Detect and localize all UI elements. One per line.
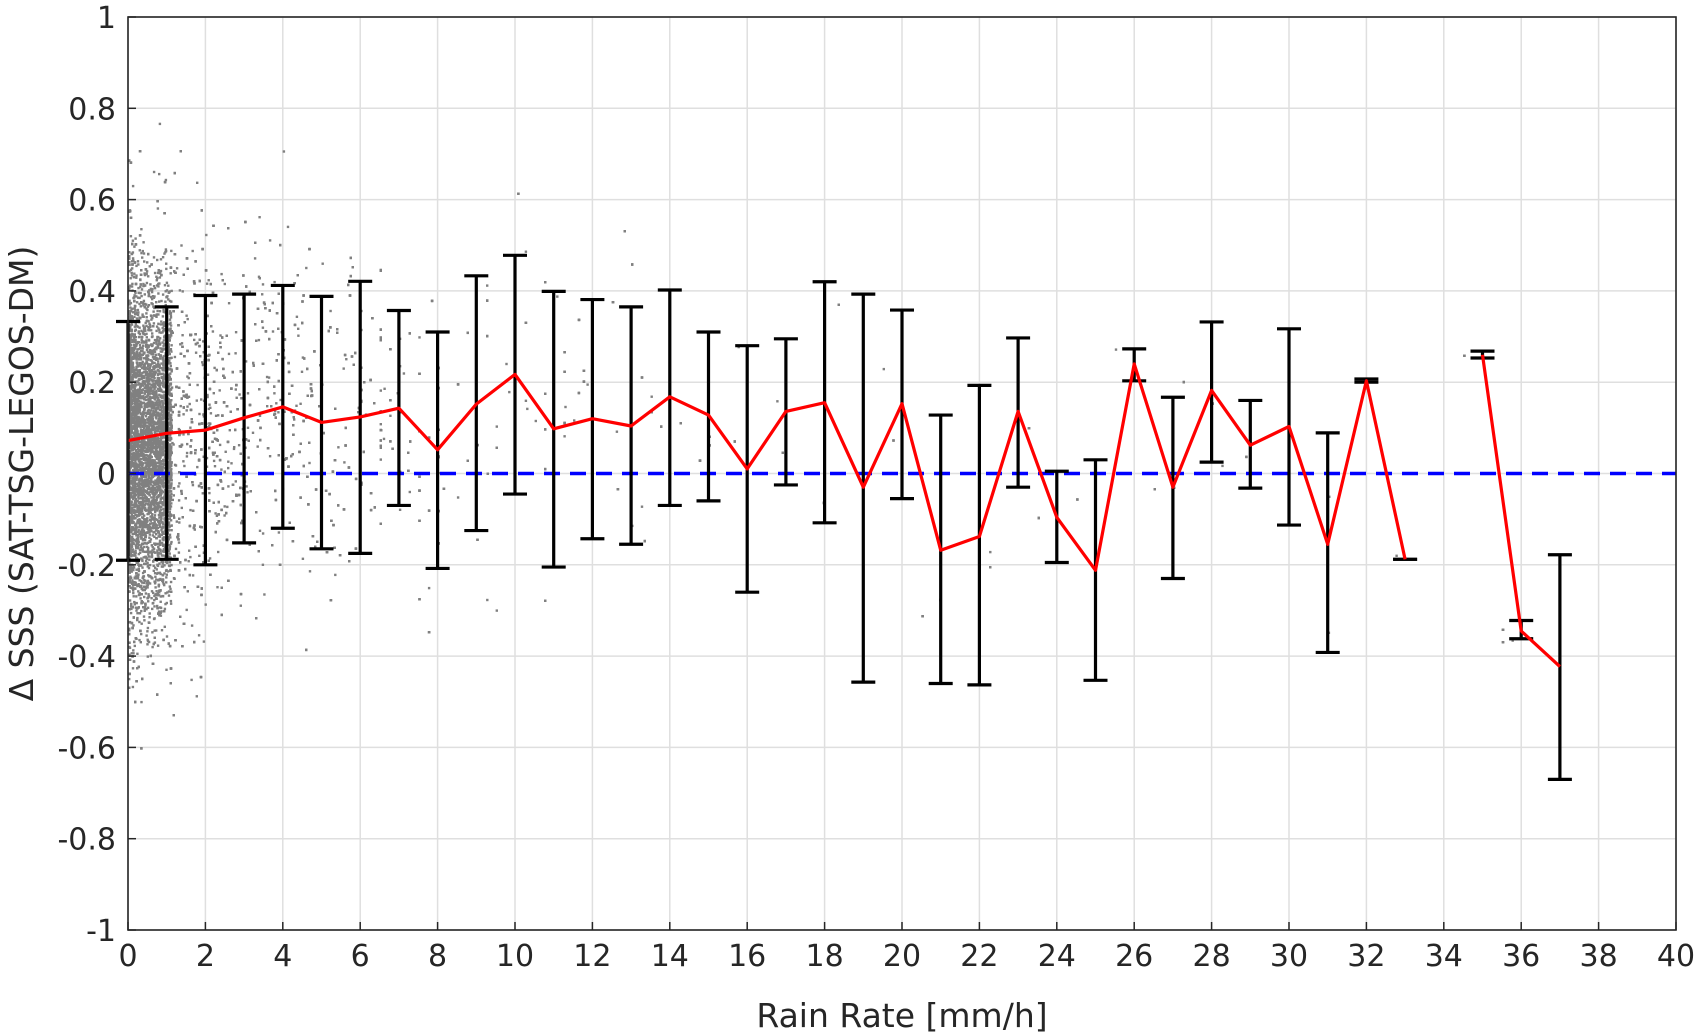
x-tick-label: 40 [1657,939,1695,974]
y-tick-label: -0.4 [57,640,116,675]
x-tick-label: 2 [196,939,215,974]
y-tick-label: 0 [97,458,116,493]
x-tick-label: 10 [496,939,534,974]
y-tick-label: 0.8 [68,92,116,127]
x-tick-label: 14 [651,939,689,974]
x-tick-label: 26 [1115,939,1153,974]
x-axis-label: Rain Rate [mm/h] [756,996,1047,1035]
y-tick-label: 0.4 [68,275,116,310]
x-tick-label: 20 [883,939,921,974]
x-tick-label: 34 [1425,939,1463,974]
x-tick-label: 22 [960,939,998,974]
x-tick-label: 4 [273,939,292,974]
x-tick-label: 38 [1580,939,1618,974]
x-tick-label: 8 [428,939,447,974]
y-tick-label: 0.2 [68,366,116,401]
x-tick-label: 6 [351,939,370,974]
y-tick-label: -0.6 [57,731,116,766]
mean-line [127,354,1561,668]
x-tick-label: 24 [1038,939,1076,974]
x-tick-label: 18 [806,939,844,974]
mean-line-segment [127,362,1407,572]
x-tick-label: 28 [1193,939,1231,974]
x-tick-label: 30 [1270,939,1308,974]
x-tick-label: 16 [728,939,766,974]
error-bars [116,253,1572,781]
y-tick-label: -0.2 [57,549,116,584]
y-tick-label: 1 [97,1,116,36]
y-tick-label: -0.8 [57,823,116,858]
x-tick-label: 12 [573,939,611,974]
mean-line-segment [1480,354,1561,668]
error-bar [1547,553,1572,781]
x-tick-label: 32 [1347,939,1385,974]
y-tick-label: -1 [86,914,116,949]
y-tick-labels: -1 -0.8 -0.6 -0.4 -0.2 0 0.2 0.4 0.6 0.8 1 [57,1,136,949]
x-tick-label: 36 [1502,939,1540,974]
x-tick-labels: 0 2 4 6 8 10 12 14 16 18 20 22 24 26 28 30 32 34 36 38 40 [118,922,1695,974]
x-tick-label: 0 [118,939,137,974]
y-tick-label: 0.6 [68,184,116,219]
y-axis-label: Δ SSS (SAT-TSG-LEGOS-DM) [2,246,41,702]
